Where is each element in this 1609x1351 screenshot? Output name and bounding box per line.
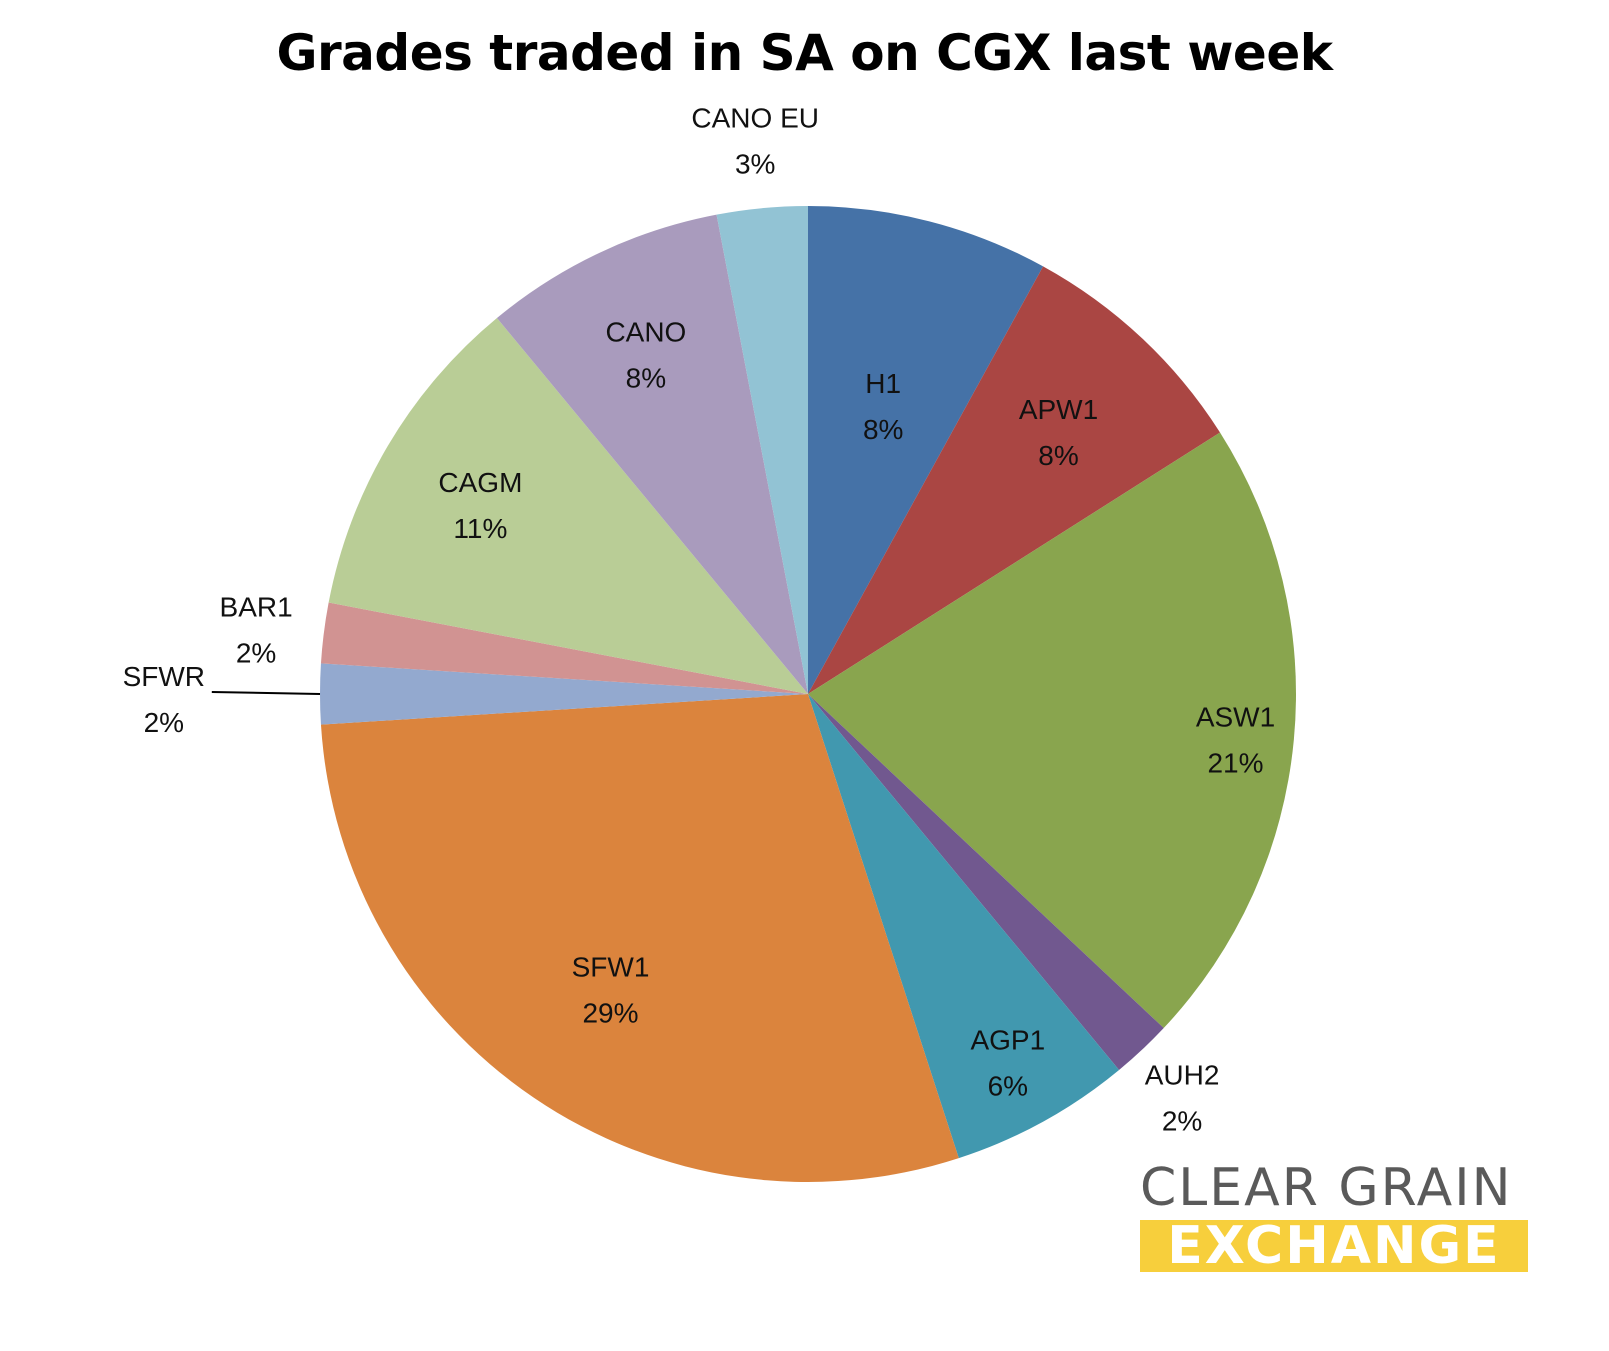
slice-label-sfw1: SFW1 — [572, 952, 650, 983]
clear-grain-exchange-logo: CLEAR GRAIN EXCHANGE — [1140, 1160, 1530, 1284]
slice-sfwr — [319, 663, 808, 725]
slice-label-cagm: CAGM — [438, 467, 522, 498]
slice-value-cano-eu: 3% — [735, 148, 775, 179]
logo-line2: EXCHANGE — [1167, 1216, 1501, 1276]
slice-label-h1: H1 — [865, 368, 901, 399]
slice-h1 — [808, 206, 1044, 694]
slice-sfw1 — [320, 694, 959, 1183]
slice-value-cagm: 11% — [453, 513, 507, 544]
chart-title: Grades traded in SA on CGX last week — [276, 24, 1333, 82]
slice-label-apw1: APW1 — [1019, 394, 1098, 425]
slice-value-sfwr: 2% — [144, 707, 184, 738]
slice-asw1 — [808, 432, 1296, 1029]
slice-cagm — [328, 317, 808, 694]
slice-cano-eu — [716, 206, 808, 694]
slice-value-h1: 8% — [863, 414, 903, 445]
slice-auh2 — [808, 694, 1164, 1071]
slice-value-auh2: 2% — [1162, 1105, 1202, 1136]
slice-value-sfw1: 29% — [582, 998, 638, 1029]
slice-cano — [496, 214, 808, 694]
logo-line1: CLEAR GRAIN — [1140, 1158, 1513, 1218]
slice-label-asw1: ASW1 — [1196, 701, 1275, 732]
slice-label-cano-eu: CANO EU — [691, 102, 819, 133]
slice-label-agp1: AGP1 — [970, 1025, 1045, 1056]
leader-line-sfwr — [211, 691, 321, 695]
slice-value-agp1: 6% — [988, 1071, 1028, 1102]
slice-label-auh2: AUH2 — [1145, 1059, 1220, 1090]
slice-label-sfwr: SFWR — [123, 661, 205, 692]
slice-value-bar1: 2% — [236, 637, 276, 668]
slice-value-cano: 8% — [626, 363, 666, 394]
slice-value-asw1: 21% — [1207, 747, 1263, 778]
slice-apw1 — [808, 266, 1221, 694]
slice-label-cano: CANO — [605, 317, 686, 348]
slice-label-bar1: BAR1 — [220, 591, 293, 622]
slice-bar1 — [320, 602, 808, 694]
logo-band: EXCHANGE — [1140, 1220, 1528, 1272]
slice-agp1 — [808, 694, 1120, 1159]
slice-value-apw1: 8% — [1038, 440, 1078, 471]
